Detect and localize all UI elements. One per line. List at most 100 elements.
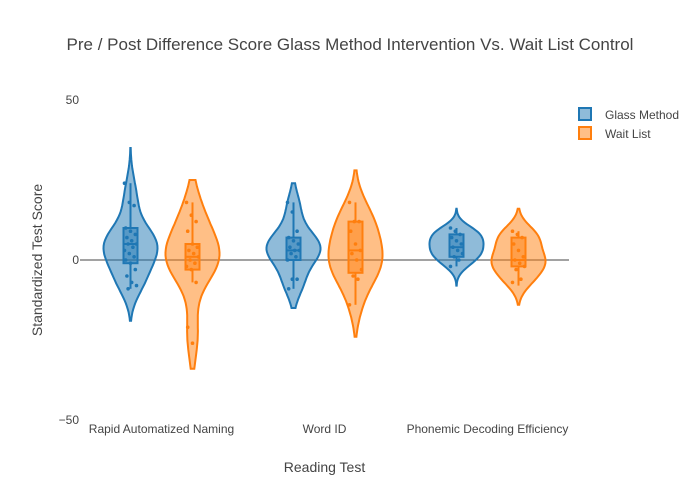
data-point[interactable]	[521, 254, 526, 259]
data-point[interactable]	[458, 232, 462, 237]
data-point[interactable]	[448, 226, 453, 230]
data-point[interactable]	[123, 258, 128, 262]
data-point[interactable]	[190, 242, 195, 246]
data-point[interactable]	[122, 248, 127, 253]
data-point[interactable]	[510, 229, 515, 233]
data-point[interactable]	[356, 277, 360, 282]
data-point[interactable]	[290, 277, 295, 282]
data-point[interactable]	[184, 200, 189, 205]
legend-swatch	[578, 107, 592, 121]
data-point[interactable]	[184, 264, 189, 269]
data-point[interactable]	[514, 267, 518, 272]
data-point[interactable]	[297, 248, 302, 253]
data-point[interactable]	[457, 258, 461, 262]
data-point[interactable]	[131, 245, 135, 249]
data-point[interactable]	[185, 229, 190, 233]
data-point[interactable]	[285, 200, 290, 205]
y-axis-title: Standardized Test Score	[29, 184, 45, 336]
data-point[interactable]	[347, 200, 352, 205]
data-point[interactable]	[348, 229, 353, 233]
legend[interactable]: Glass Method Wait List	[578, 107, 679, 141]
data-point[interactable]	[125, 235, 129, 240]
data-point[interactable]	[290, 210, 295, 214]
data-point[interactable]	[515, 232, 520, 237]
data-point[interactable]	[513, 258, 517, 262]
legend-item-wait-list[interactable]: Wait List	[578, 126, 651, 141]
data-point[interactable]	[286, 235, 291, 240]
data-point[interactable]	[359, 267, 364, 272]
data-point[interactable]	[190, 341, 195, 346]
data-point[interactable]	[127, 251, 132, 256]
data-point[interactable]	[448, 264, 453, 269]
data-point[interactable]	[292, 248, 297, 253]
data-point[interactable]	[189, 213, 194, 217]
data-point[interactable]	[194, 280, 198, 285]
data-point[interactable]	[129, 280, 134, 285]
data-point[interactable]	[522, 264, 527, 269]
data-point[interactable]	[451, 245, 455, 249]
data-point[interactable]	[455, 248, 460, 253]
data-point[interactable]	[449, 235, 454, 240]
data-point[interactable]	[353, 242, 358, 246]
data-point[interactable]	[511, 242, 516, 246]
data-point[interactable]	[194, 219, 198, 224]
data-point[interactable]	[288, 245, 292, 249]
data-point[interactable]	[133, 267, 138, 272]
data-point[interactable]	[128, 229, 133, 233]
data-point[interactable]	[351, 274, 355, 278]
data-point[interactable]	[291, 239, 296, 243]
data-point[interactable]	[286, 287, 291, 291]
data-point[interactable]	[188, 258, 192, 262]
box[interactable]	[448, 233, 465, 258]
data-point[interactable]	[127, 200, 132, 205]
data-point[interactable]	[519, 277, 523, 282]
data-point[interactable]	[132, 203, 136, 208]
data-point[interactable]	[189, 267, 194, 272]
x-axis-title: Reading Test	[284, 459, 366, 475]
data-point[interactable]	[296, 242, 301, 246]
data-point[interactable]	[295, 229, 299, 233]
data-point[interactable]	[358, 248, 363, 253]
data-point[interactable]	[132, 254, 136, 259]
data-point[interactable]	[289, 251, 293, 256]
data-point[interactable]	[129, 239, 134, 243]
data-point[interactable]	[453, 229, 458, 233]
data-point[interactable]	[134, 283, 139, 288]
data-point[interactable]	[191, 251, 196, 256]
data-point[interactable]	[452, 254, 456, 259]
data-point[interactable]	[460, 251, 465, 256]
data-point[interactable]	[126, 287, 130, 291]
data-point[interactable]	[517, 261, 522, 266]
data-point[interactable]	[350, 251, 354, 256]
data-point[interactable]	[354, 258, 359, 262]
data-point[interactable]	[285, 258, 290, 262]
data-point[interactable]	[454, 239, 459, 243]
data-point[interactable]	[459, 242, 464, 246]
data-point[interactable]	[294, 254, 298, 259]
data-point[interactable]	[516, 248, 521, 253]
data-point[interactable]	[185, 325, 190, 330]
legend-label: Wait List	[605, 127, 651, 141]
data-point[interactable]	[520, 235, 524, 240]
data-point[interactable]	[196, 254, 201, 259]
data-point[interactable]	[128, 261, 133, 266]
data-point[interactable]	[122, 181, 127, 185]
data-point[interactable]	[187, 248, 191, 253]
legend-swatch	[578, 126, 592, 140]
x-axis: Rapid Automatized Naming Word ID Phonemi…	[89, 422, 569, 436]
data-point[interactable]	[126, 242, 130, 246]
data-point[interactable]	[193, 261, 197, 266]
data-point[interactable]	[134, 242, 139, 246]
data-point[interactable]	[195, 245, 200, 249]
data-point[interactable]	[510, 280, 515, 285]
data-point[interactable]	[125, 274, 129, 278]
data-point[interactable]	[347, 303, 352, 307]
legend-item-glass-method[interactable]: Glass Method	[578, 107, 679, 122]
box[interactable]	[347, 220, 364, 274]
data-point[interactable]	[352, 219, 357, 224]
data-point[interactable]	[123, 226, 128, 230]
data-point[interactable]	[357, 219, 361, 224]
data-point[interactable]	[295, 277, 299, 282]
data-point[interactable]	[133, 232, 138, 237]
